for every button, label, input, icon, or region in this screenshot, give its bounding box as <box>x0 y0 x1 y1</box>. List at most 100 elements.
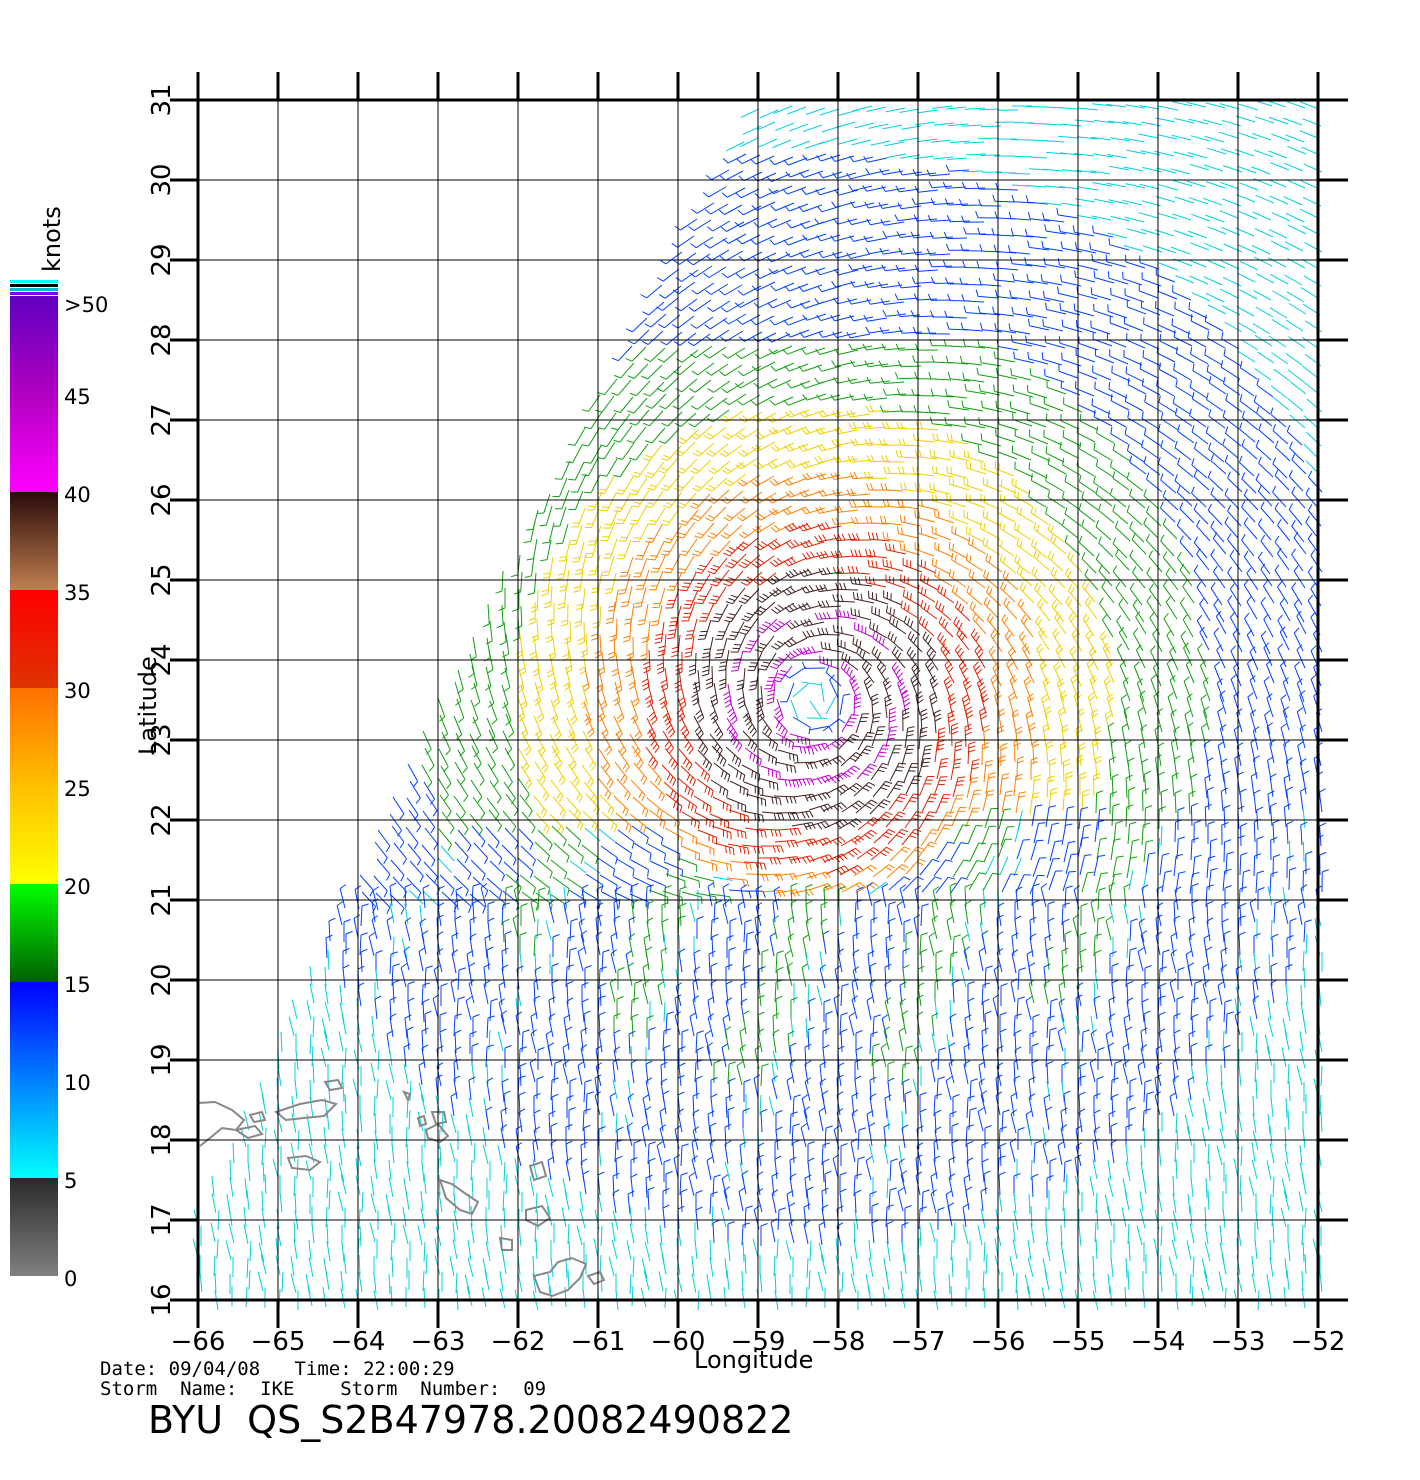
wind-barb-flag <box>1243 488 1248 496</box>
wind-barb-flag <box>1210 487 1215 495</box>
wind-barb <box>931 265 953 268</box>
wind-barb-flag <box>628 340 635 345</box>
wind-barb <box>635 443 649 461</box>
wind-barb-flag <box>767 463 774 469</box>
wind-barb-flag <box>887 737 895 740</box>
wind-barb-flag <box>1042 212 1045 220</box>
wind-barb <box>965 559 984 572</box>
wind-barb-flag <box>618 717 625 723</box>
wind-barb-flag <box>1081 519 1085 527</box>
wind-barb <box>852 583 873 587</box>
wind-barb-flag <box>1104 646 1110 653</box>
wind-barb-flag <box>990 649 996 656</box>
wind-barb <box>1224 494 1240 510</box>
wind-barb-flag <box>576 812 581 820</box>
wind-barb-flag <box>817 778 823 785</box>
wind-barb-flag <box>702 192 709 198</box>
wind-barb-flag <box>931 465 934 473</box>
wind-barb-flag <box>697 598 705 601</box>
wind-barb-flag <box>969 555 972 563</box>
wind-barb <box>900 154 921 159</box>
wind-barb-flag <box>1277 581 1283 588</box>
wind-barb <box>790 329 810 338</box>
wind-barb-flag <box>704 324 711 330</box>
wind-barb <box>817 617 839 620</box>
wind-barb-flag <box>523 745 530 752</box>
wind-barb-flag <box>985 539 989 547</box>
wind-barb-flag <box>1212 532 1218 539</box>
wind-barb-flag <box>1026 714 1034 719</box>
wind-barb <box>1249 651 1259 671</box>
wind-barb <box>727 683 732 704</box>
wind-barb-flag <box>954 527 957 535</box>
wind-barb <box>713 523 729 539</box>
wind-barb-flag <box>920 586 923 594</box>
wind-barb-flag <box>721 272 728 279</box>
wind-barb <box>931 456 952 461</box>
wind-barb-flag <box>732 662 741 664</box>
wind-barb <box>680 685 687 706</box>
wind-barb-flag <box>585 720 592 726</box>
wind-barb <box>1257 524 1272 541</box>
wind-barb-flag <box>789 570 795 577</box>
wind-barb-flag <box>951 730 959 735</box>
wind-barb-flag <box>878 438 883 446</box>
wind-barb-flag <box>479 779 485 787</box>
wind-barb-flag <box>948 569 952 577</box>
wind-barb-flag <box>712 564 720 568</box>
wind-barb-flag <box>777 673 785 677</box>
wind-barb-flag <box>1058 682 1065 688</box>
wind-barb-flag <box>772 427 778 434</box>
wind-barb <box>1237 383 1255 397</box>
wind-barb-flag <box>690 790 694 798</box>
wind-barb <box>997 374 1018 380</box>
wind-barb <box>711 506 727 522</box>
wind-barb <box>635 477 648 496</box>
wind-barb-flag <box>725 549 733 554</box>
wind-barb <box>900 548 921 556</box>
wind-barb <box>998 451 1018 460</box>
wind-barb-flag <box>1257 551 1263 558</box>
wind-barb <box>884 538 905 543</box>
wind-barb <box>1287 146 1307 155</box>
wind-barb <box>1285 212 1305 223</box>
wind-barb <box>710 779 729 792</box>
wind-barb-flag <box>946 322 950 330</box>
wind-barb-flag <box>971 777 979 779</box>
wind-barb-flag <box>1191 458 1195 466</box>
wind-barb <box>1187 259 1207 268</box>
wind-barb-flag <box>866 218 871 226</box>
wind-barb-flag <box>1000 581 1004 589</box>
wind-barb-flag <box>1213 598 1219 606</box>
wind-barb-flag <box>633 501 641 505</box>
wind-barb-flag <box>543 605 551 609</box>
wind-barb-flag <box>1260 596 1266 604</box>
wind-barb-flag <box>1056 678 1063 684</box>
wind-barb-flag <box>808 585 814 592</box>
wind-barb-flag <box>1011 306 1014 314</box>
wind-barb-flag <box>973 661 979 668</box>
wind-barb-flag <box>643 665 651 670</box>
wind-barb <box>1247 696 1255 717</box>
wind-barb <box>946 423 967 428</box>
wind-barb-flag <box>653 602 661 605</box>
wind-barb-flag <box>1256 406 1260 414</box>
wind-barb-flag <box>849 314 854 322</box>
wind-barb-flag <box>1258 456 1262 464</box>
wind-barb <box>867 237 888 243</box>
wind-barb <box>630 779 646 795</box>
wind-barb-flag <box>1031 445 1033 453</box>
wind-barb-flag <box>728 613 736 616</box>
wind-barb <box>1275 446 1291 462</box>
wind-barb <box>1044 297 1065 303</box>
wind-barb <box>1112 571 1127 588</box>
wind-barb-flag <box>907 744 915 747</box>
wind-barb <box>962 439 983 446</box>
wind-barb <box>1099 603 1112 621</box>
wind-barb-flag <box>739 772 742 780</box>
wind-barb <box>729 780 749 791</box>
wind-barb-flag <box>491 719 498 725</box>
wind-barb-flag <box>542 811 548 818</box>
wind-barb <box>937 638 951 655</box>
wind-barb <box>758 138 778 148</box>
